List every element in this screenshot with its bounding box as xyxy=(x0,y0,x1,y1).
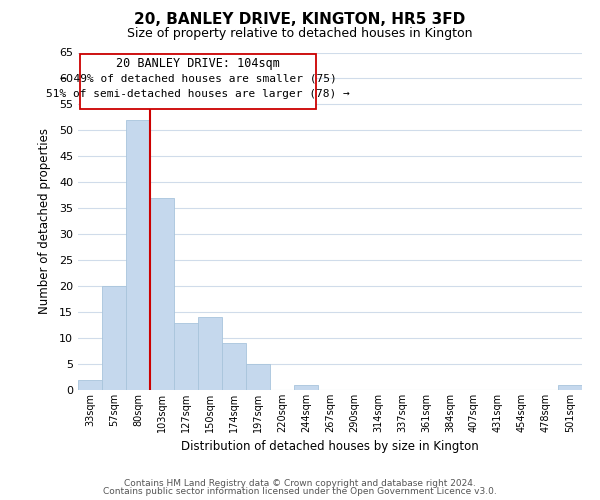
Bar xyxy=(78,380,102,390)
X-axis label: Distribution of detached houses by size in Kington: Distribution of detached houses by size … xyxy=(181,440,479,454)
Bar xyxy=(198,318,222,390)
Bar xyxy=(294,385,318,390)
Bar xyxy=(102,286,126,390)
Text: ← 49% of detached houses are smaller (75): ← 49% of detached houses are smaller (75… xyxy=(59,74,337,84)
Bar xyxy=(558,385,582,390)
Text: 20 BANLEY DRIVE: 104sqm: 20 BANLEY DRIVE: 104sqm xyxy=(116,58,280,70)
Text: 20, BANLEY DRIVE, KINGTON, HR5 3FD: 20, BANLEY DRIVE, KINGTON, HR5 3FD xyxy=(134,12,466,28)
Text: Contains public sector information licensed under the Open Government Licence v3: Contains public sector information licen… xyxy=(103,487,497,496)
Bar xyxy=(150,198,174,390)
Bar xyxy=(80,54,316,108)
Bar xyxy=(222,344,246,390)
Bar xyxy=(246,364,270,390)
Y-axis label: Number of detached properties: Number of detached properties xyxy=(38,128,50,314)
Text: Size of property relative to detached houses in Kington: Size of property relative to detached ho… xyxy=(127,28,473,40)
Text: 51% of semi-detached houses are larger (78) →: 51% of semi-detached houses are larger (… xyxy=(46,89,350,99)
Bar xyxy=(174,322,198,390)
Text: Contains HM Land Registry data © Crown copyright and database right 2024.: Contains HM Land Registry data © Crown c… xyxy=(124,478,476,488)
Bar xyxy=(126,120,150,390)
